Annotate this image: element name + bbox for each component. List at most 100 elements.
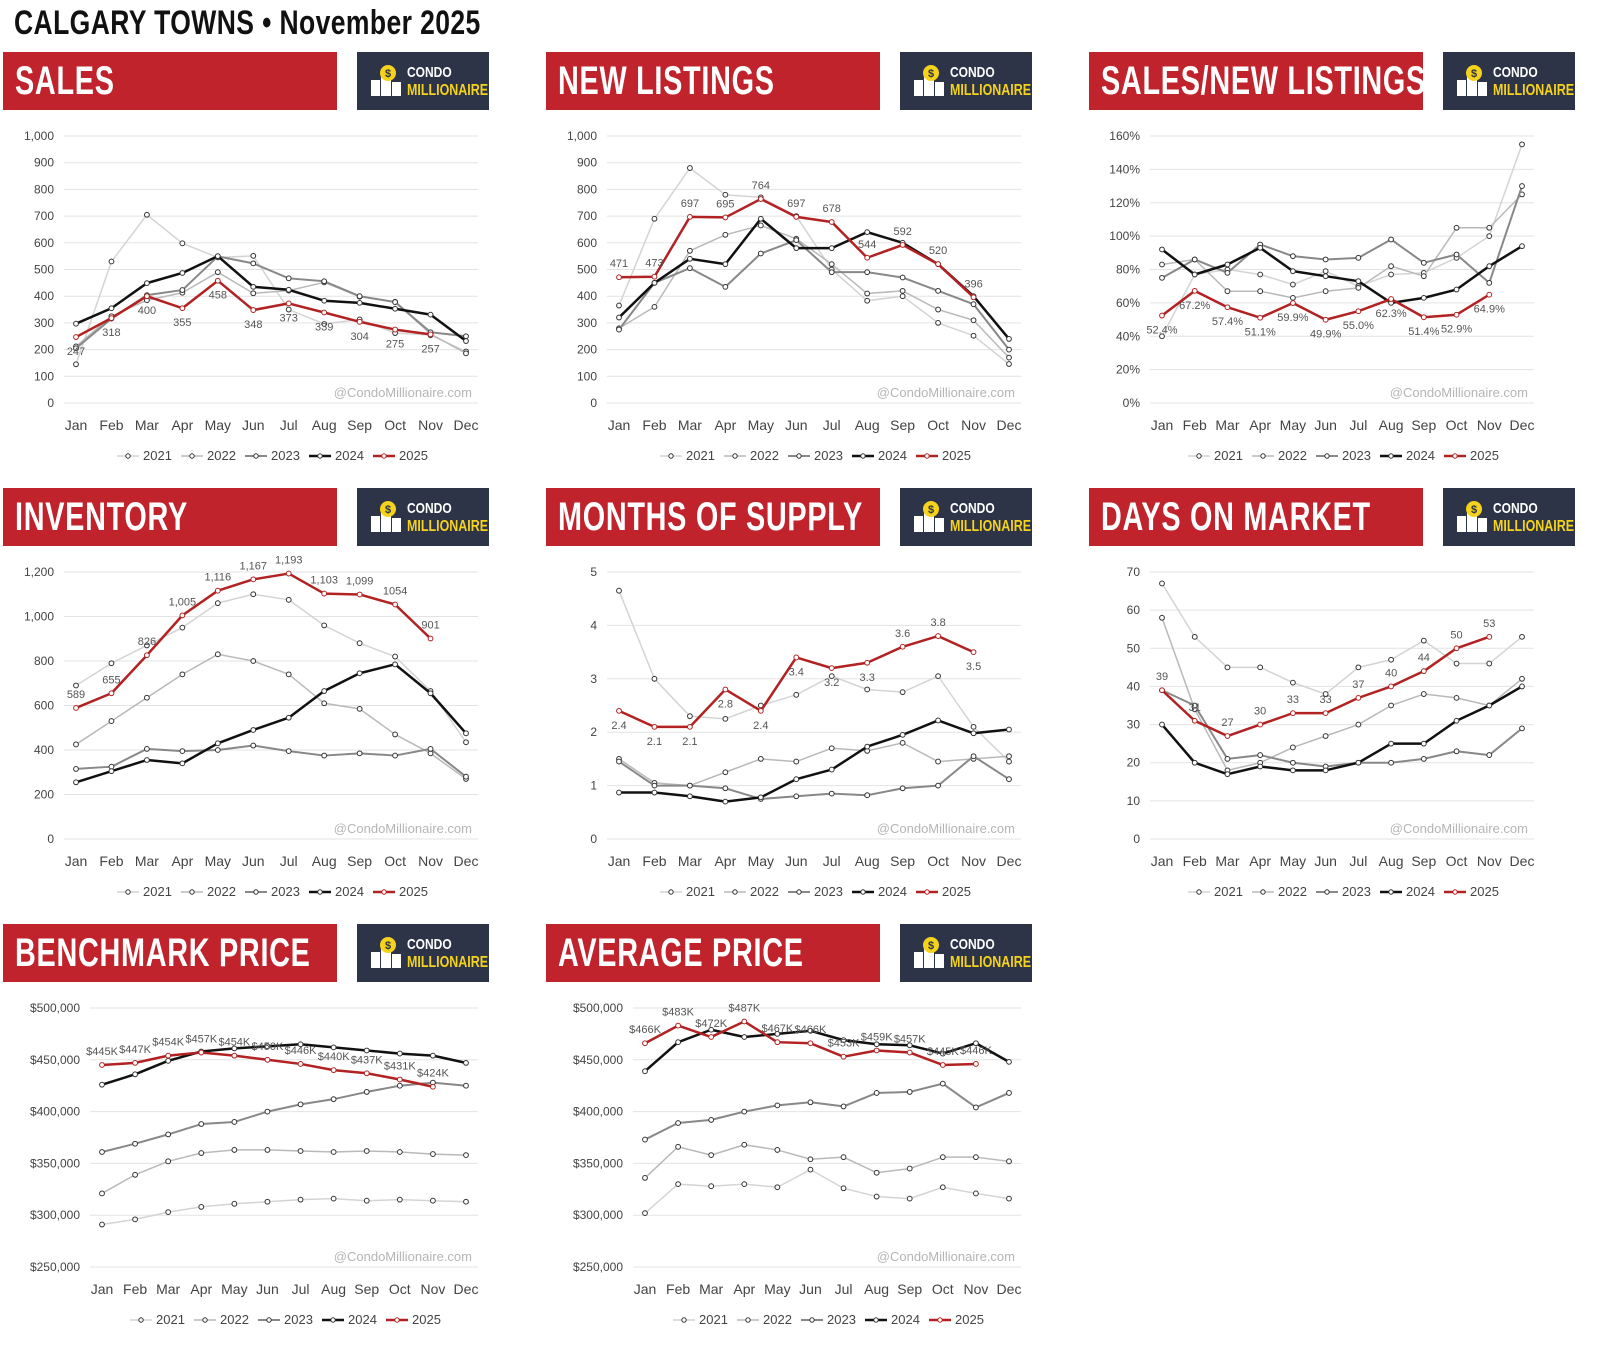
point-2021 [828,673,835,680]
point-2025 [1322,710,1329,717]
series-line-2021 [644,1168,1010,1214]
data-label: 3.5 [966,661,981,673]
point-2023 [1290,759,1296,766]
building-mid [924,946,934,968]
point-2022 [1006,354,1012,361]
point-2022 [108,718,115,724]
x-tick-label: Feb [99,853,123,869]
point-2024 [108,305,115,312]
point-2025 [1159,687,1165,694]
building-left [371,80,380,96]
x-tick-label: Feb [666,1281,690,1297]
point-2023 [73,766,79,772]
coin-symbol: $ [1471,504,1477,516]
point-2021 [616,302,622,309]
point-2023 [297,1101,304,1108]
data-label: 33 [1287,694,1299,706]
point-2022 [1453,694,1460,701]
point-2022 [1355,284,1362,291]
point-2022 [285,671,292,678]
series-line-2023 [101,1081,467,1153]
panel-new-listings: NEW LISTINGS $ CONDO MILLIONAIRE 0 100 200 30… [543,52,1083,482]
data-label: 3.6 [895,628,910,640]
series-line-2021 [75,593,467,743]
point-2023 [840,1103,847,1110]
y-tick-label: 0 [47,396,54,410]
legend-label-2025: 2025 [399,884,428,899]
point-2025 [250,307,257,313]
point-2023 [1191,256,1198,263]
point-2023 [793,793,800,800]
point-2022 [463,1152,469,1159]
x-tick-label: Jan [91,1281,114,1297]
point-2021 [179,624,186,631]
x-tick-label: Jul [280,417,298,433]
legend-marker-2024 [330,1317,336,1323]
x-tick-label: Mar [678,417,702,433]
point-2025 [1224,733,1231,739]
y-tick-label: $300,000 [30,1208,80,1222]
point-2021 [675,1181,681,1188]
y-tick-label: $450,000 [30,1053,80,1067]
coin [380,501,396,517]
point-2023 [1388,759,1394,766]
point-2024 [1322,273,1329,280]
point-2025 [1322,316,1329,323]
y-tick-label: $400,000 [573,1105,623,1119]
data-label: 1054 [383,585,407,597]
coin-symbol: $ [928,68,934,80]
legend-marker-2021 [1196,453,1202,459]
point-2024 [392,305,398,312]
data-label: 30 [1254,706,1266,718]
y-tick-label: 400 [34,289,54,303]
building-coin-icon: $ [371,65,401,96]
point-2022 [165,1158,172,1165]
building-coin-icon: $ [914,937,944,968]
point-2025 [793,654,800,661]
y-tick-label: 30 [1127,718,1141,732]
point-2025 [108,315,115,321]
x-tick-label: Jan [608,853,631,869]
point-2025 [708,1034,715,1040]
point-2024 [1006,336,1012,342]
legend-label-2023: 2023 [814,884,843,899]
point-2021 [285,306,292,313]
y-tick-label: 40% [1116,329,1140,343]
point-2025 [231,1052,238,1059]
legend-marker-2024 [860,453,866,459]
brand-logo: $ CONDO MILLIONAIRE [900,52,1032,110]
series-line-2023 [644,1082,1010,1141]
data-label: 2.4 [611,720,626,732]
point-2023 [285,748,292,755]
brand-line1: CONDO [1493,500,1538,517]
y-tick-label: 500 [34,263,54,277]
data-label: 339 [315,321,333,333]
point-2022 [144,694,150,701]
point-2021 [899,293,906,300]
coin [1466,65,1482,81]
legend-label-2025: 2025 [1470,448,1499,463]
point-2024 [828,766,835,773]
watermark: @CondoMillionaire.com [877,821,1015,836]
point-2023 [321,752,328,759]
data-label: $454K [152,1037,184,1049]
x-tick-label: Apr [1249,417,1271,433]
point-2023 [198,1121,205,1127]
series-line-2024 [619,719,1010,803]
legend-marker-2023 [796,889,802,895]
x-tick-label: Feb [642,417,666,433]
x-tick-label: Jan [608,417,631,433]
brand-logo: $ CONDO MILLIONAIRE [900,488,1032,546]
point-2021 [73,682,79,689]
x-tick-label: Sep [1411,417,1436,433]
point-2022 [970,317,977,324]
series-line-2021 [618,590,1010,763]
point-2024 [774,1031,781,1037]
point-2021 [1224,664,1231,671]
x-tick-label: Feb [123,1281,147,1297]
legend-label-2023: 2023 [271,448,300,463]
coin [380,65,396,81]
data-label: 3.8 [930,617,945,629]
legend-marker-2021 [668,453,674,459]
brand-line1: CONDO [950,500,995,517]
